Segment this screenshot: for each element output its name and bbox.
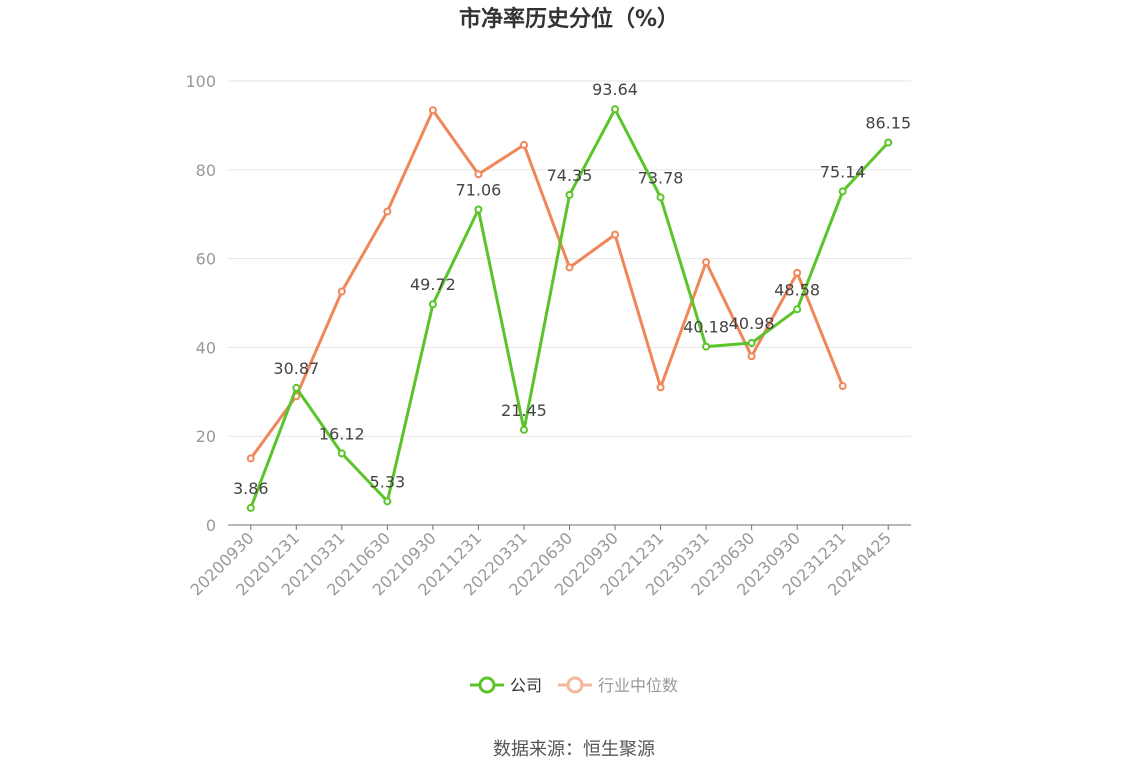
data-point[interactable] [611, 105, 620, 114]
data-label: 40.98 [729, 314, 775, 333]
gridlines [228, 80, 911, 437]
data-label: 93.64 [592, 80, 638, 99]
legend[interactable]: 公司 行业中位数 [470, 676, 678, 695]
data-point[interactable] [519, 425, 528, 434]
y-tick-label: 100 [185, 72, 216, 91]
data-labels: 3.86 30.87 16.12 5.33 49.72 71.06 21.45 74.35 93… [233, 80, 911, 498]
data-point[interactable] [656, 193, 665, 202]
legend-item-0[interactable]: 公司 [470, 676, 542, 695]
y-tick-label: 20 [196, 427, 216, 446]
data-point[interactable] [428, 106, 437, 115]
data-point[interactable] [747, 352, 756, 361]
data-point[interactable] [702, 342, 711, 351]
data-point[interactable] [884, 138, 893, 147]
data-point[interactable] [383, 207, 392, 216]
data-label: 74.35 [547, 166, 593, 185]
data-point[interactable] [246, 454, 255, 463]
data-point[interactable] [519, 140, 528, 149]
series-line-1 [249, 108, 845, 460]
data-label: 48.58 [774, 280, 820, 299]
legend-label: 行业中位数 [598, 676, 678, 695]
legend-item-1[interactable]: 行业中位数 [558, 676, 678, 695]
data-point[interactable] [838, 382, 847, 391]
y-tick-label: 40 [196, 338, 216, 357]
data-point[interactable] [793, 305, 802, 314]
data-point[interactable] [838, 187, 847, 196]
data-point[interactable] [292, 383, 301, 392]
data-point[interactable] [474, 205, 483, 214]
data-label: 71.06 [456, 180, 502, 199]
data-point[interactable] [337, 449, 346, 458]
data-point[interactable] [337, 287, 346, 296]
data-point[interactable] [656, 383, 665, 392]
data-label: 5.33 [370, 472, 406, 491]
data-label: 75.14 [820, 162, 866, 181]
data-label: 3.86 [233, 479, 269, 498]
data-label: 73.78 [638, 168, 684, 187]
data-label: 49.72 [410, 275, 456, 294]
y-tick-label: 60 [196, 250, 216, 269]
data-source: 数据来源：恒生聚源 [493, 739, 655, 760]
data-point[interactable] [474, 170, 483, 179]
data-point[interactable] [793, 268, 802, 277]
data-label: 40.18 [683, 318, 729, 337]
legend-marker [478, 676, 496, 694]
legend-label: 公司 [510, 676, 542, 695]
data-label: 86.15 [865, 113, 911, 132]
data-point[interactable] [565, 190, 574, 199]
series-layer [246, 105, 893, 512]
data-point[interactable] [428, 300, 437, 309]
x-axis: 2020093020201231202103312021063020210930… [187, 524, 911, 599]
data-point[interactable] [565, 263, 574, 272]
y-tick-label: 80 [196, 161, 216, 180]
y-axis: 0 20 40 60 80 100 [185, 72, 216, 535]
data-point[interactable] [383, 497, 392, 506]
data-point[interactable] [702, 258, 711, 267]
data-label: 21.45 [501, 401, 547, 420]
data-point[interactable] [246, 503, 255, 512]
data-label: 16.12 [319, 424, 365, 443]
data-point[interactable] [611, 230, 620, 239]
chart-title: 市净率历史分位（%） [459, 6, 679, 32]
data-point[interactable] [747, 339, 756, 348]
legend-marker [566, 676, 584, 694]
data-label: 30.87 [273, 359, 319, 378]
y-tick-label: 0 [206, 516, 216, 535]
